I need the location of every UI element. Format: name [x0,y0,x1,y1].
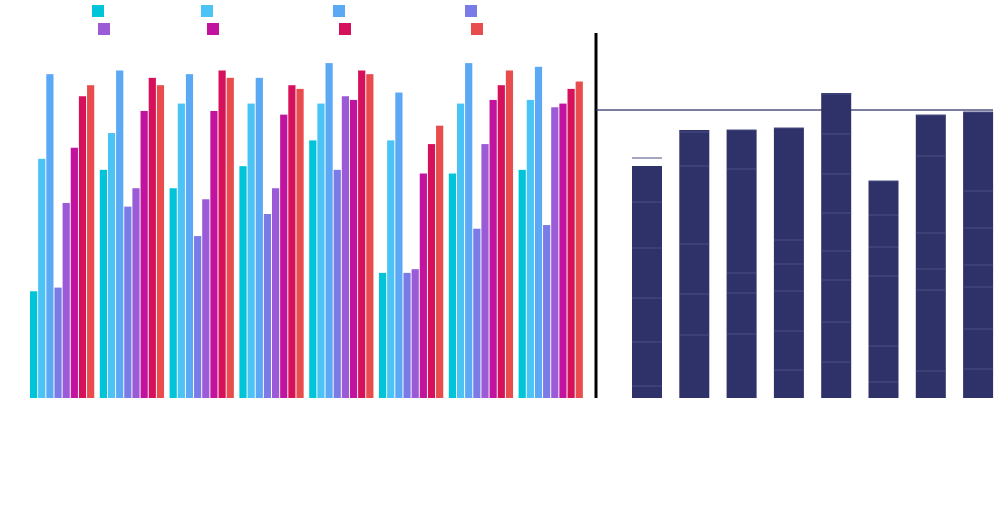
bar-group-8-series-4 [543,225,551,398]
bar-group-3-series-7 [218,70,226,398]
bar-group-8-series-5 [551,107,559,398]
bar-group-5-series-1 [309,140,317,398]
bar-group-5-series-2 [317,103,325,398]
bar-group-3-series-3 [185,74,194,398]
bar-group-4-series-6 [280,114,288,398]
stacked-bar-4 [773,128,804,398]
bar-group-4-series-8 [296,88,304,398]
bar-group-1-series-3 [46,74,54,398]
bar-group-1-series-6 [70,147,78,398]
bar-group-8-series-7 [567,88,575,398]
bar-group-8-series-3 [534,66,543,399]
bar-group-1-series-7 [78,96,87,399]
bar-group-4-series-7 [288,85,296,398]
bar-group-6-series-8 [436,125,444,399]
bar-group-4-series-4 [263,214,272,398]
legend-swatch-3 [333,5,345,17]
bar-group-6-series-1 [379,272,387,398]
legend [92,5,483,35]
legend-swatch-6 [207,23,219,35]
bar-group-2-series-8 [156,85,165,398]
bar-group-4-series-1 [239,166,247,398]
bar-group-7-series-8 [505,70,514,398]
bar-group-7-series-2 [456,103,465,398]
bar-group-2-series-7 [148,77,156,398]
bar-group-6-series-3 [395,92,403,398]
bar-group-2-series-1 [99,169,107,398]
stacked-bar-5 [821,93,852,398]
bar-group-4-series-3 [255,77,263,398]
bar-group-5-series-7 [358,70,366,398]
bar-group-5-series-4 [333,169,341,398]
bar-group-1-series-1 [30,291,38,398]
legend-swatch-5 [98,23,110,35]
bar-group-8-series-8 [575,81,583,399]
bar-group-6-series-5 [411,269,419,398]
stacked-bar-3 [726,130,757,398]
bar-group-6-series-6 [419,173,427,398]
bar-group-5-series-8 [366,74,374,398]
bar-group-3-series-2 [177,103,185,398]
bar-group-5-series-5 [341,96,349,399]
bar-group-2-series-4 [124,206,132,398]
bar-group-6-series-7 [427,144,436,398]
bar-group-8-series-2 [526,99,534,399]
bar-group-7-series-3 [465,63,473,399]
bar-group-1-series-4 [54,287,62,398]
bar-group-2-series-3 [116,70,124,398]
legend-swatch-4 [465,5,477,17]
bar-group-3-series-5 [202,199,210,398]
stacked-bar-1 [632,166,662,398]
stacked-bar-chart [594,33,994,398]
bar-group-2-series-5 [132,188,140,398]
bar-group-1-series-2 [38,158,46,398]
bar-group-7-series-4 [473,228,481,398]
bar-group-2-series-6 [140,110,148,399]
bar-group-5-series-6 [349,99,358,399]
bar-group-7-series-5 [481,144,489,398]
stacked-bar-6 [868,181,899,398]
stacked-bar-7 [915,115,946,398]
bar-group-3-series-4 [194,236,202,398]
bar-group-3-series-1 [169,188,177,398]
bar-group-3-series-8 [226,77,234,398]
bar-group-8-series-6 [559,103,567,398]
bar-group-1-series-8 [87,85,95,398]
bar-group-1-series-5 [62,202,70,398]
grouped-bar-chart [30,63,583,399]
legend-swatch-1 [92,5,104,17]
bar-group-2-series-2 [107,133,116,399]
legend-swatch-7 [339,23,351,35]
stacked-bar-8 [963,112,994,398]
bar-group-4-series-5 [272,188,280,398]
bar-group-6-series-2 [387,140,395,398]
bar-group-7-series-7 [497,85,505,398]
bar-group-8-series-1 [518,169,526,398]
stacked-bar-2 [679,130,710,398]
bar-group-3-series-6 [210,110,218,399]
bar-group-6-series-4 [403,272,411,398]
bar-group-5-series-3 [325,63,333,399]
legend-swatch-2 [201,5,213,17]
bar-group-4-series-2 [247,103,255,398]
legend-swatch-8 [471,23,483,35]
bar-group-7-series-1 [448,173,456,398]
bar-group-7-series-6 [489,99,497,399]
